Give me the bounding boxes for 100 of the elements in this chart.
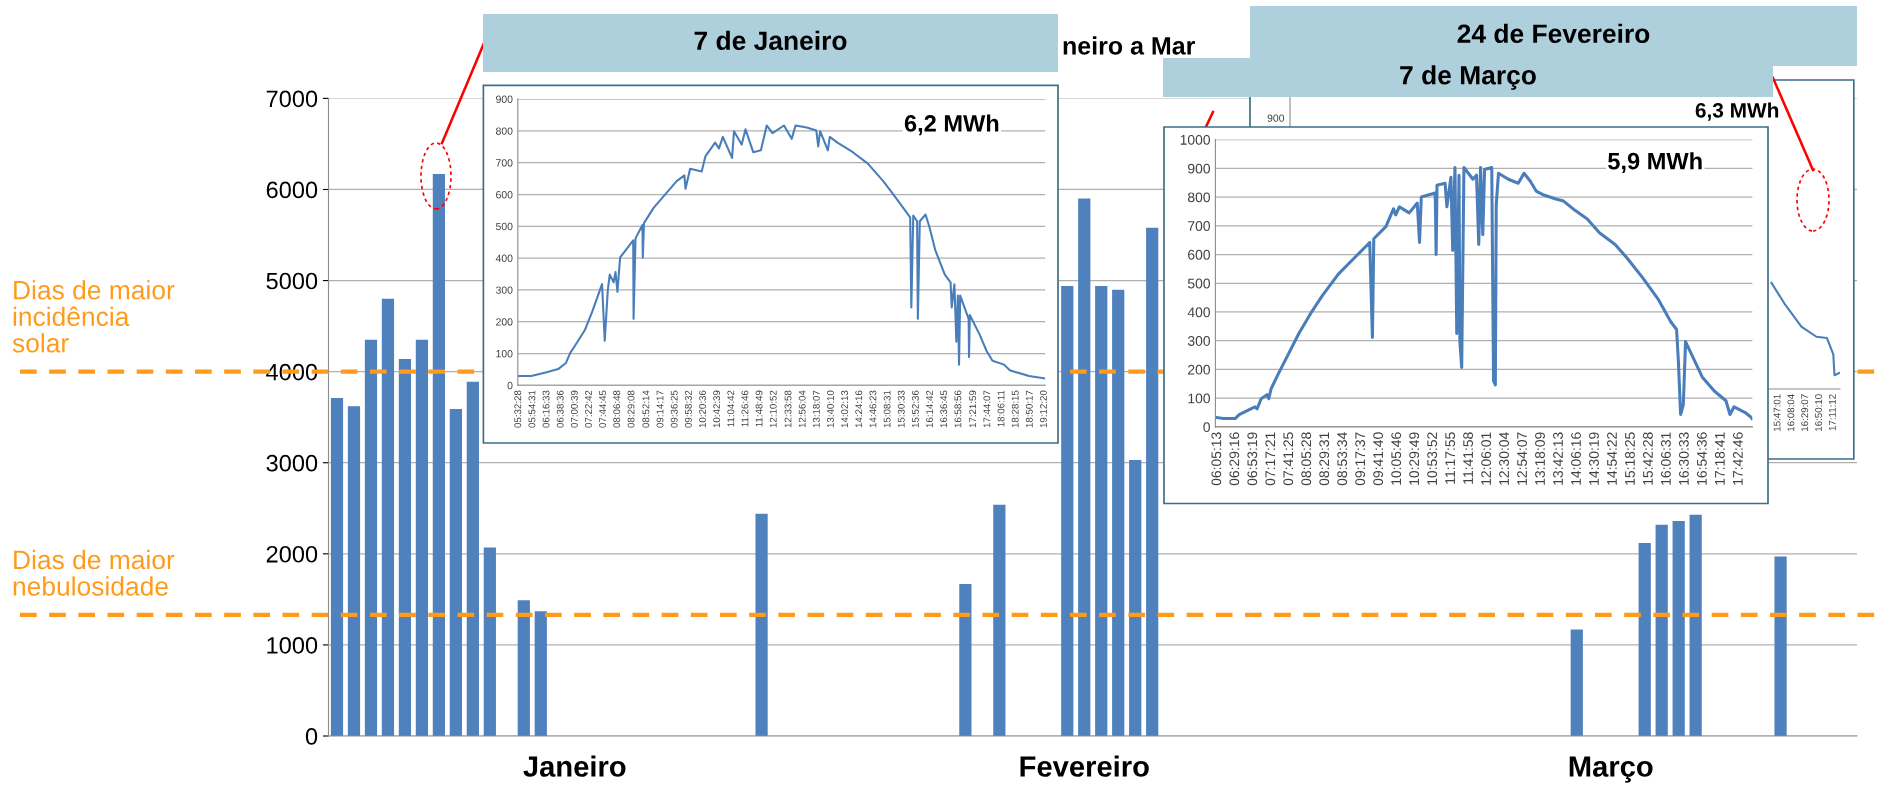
x-tick-label: 12:30:04	[1499, 432, 1509, 485]
x-tick-label: 06:38:36	[556, 390, 564, 428]
x-tick-label: 18:50:17	[1025, 390, 1033, 428]
x-tick-label: 06:16:33	[542, 390, 550, 428]
y-tick-label: 500	[1187, 278, 1210, 289]
x-tick-label: 07:00:39	[570, 390, 578, 428]
y-tick-label: 300	[1187, 336, 1210, 346]
x-tick-label: 10:20:36	[699, 390, 706, 428]
x-tick-label: 11:26:46	[741, 390, 749, 427]
bar	[1672, 521, 1685, 736]
y-tick-label: 100	[496, 350, 513, 358]
x-tick-label: 17:42:46	[1732, 432, 1743, 485]
y-tick-label: 100	[1188, 393, 1210, 404]
y-tick-label: 7000	[266, 90, 318, 108]
bar	[1112, 289, 1125, 736]
bar	[330, 398, 344, 736]
y-tick-label: 400	[1187, 307, 1210, 318]
bar	[959, 583, 972, 736]
bar	[381, 298, 395, 736]
x-tick-label: 16:30:33	[1678, 432, 1689, 485]
x-tick-label: 13:42:13	[1553, 432, 1563, 485]
x-tick-label: 05:54:31	[528, 390, 536, 428]
bar	[483, 547, 496, 736]
bar	[1146, 227, 1159, 736]
chart-title: neiro a Mar	[1063, 36, 1195, 55]
x-tick-label: 14:02:13	[841, 390, 849, 428]
x-tick-label: 16:50:10	[1815, 394, 1822, 431]
x-tick-label: 17:11:12	[1828, 394, 1836, 431]
x-tick-label: 10:53:52	[1427, 432, 1438, 485]
x-tick-label: 12:06:01	[1481, 432, 1492, 485]
bar	[1638, 542, 1651, 736]
y-tick-label: 700	[496, 159, 513, 167]
x-tick-label: 14:54:22	[1607, 432, 1617, 485]
y-tick-label: 2000	[266, 545, 318, 563]
bar	[517, 600, 530, 736]
x-tick-label: 15:42:28	[1643, 432, 1653, 485]
y-tick-label: 600	[1188, 249, 1210, 260]
x-tick-label: 17:44:07	[983, 390, 991, 428]
x-tick-label: 08:53:34	[1337, 432, 1348, 486]
bar	[347, 406, 361, 736]
x-tick-label: 12:54:07	[1517, 432, 1527, 485]
x-tick-label: Março	[1569, 756, 1653, 783]
bar	[1774, 556, 1787, 736]
x-tick-label: 19:12:20	[1039, 390, 1047, 428]
chart-title: 7 de Março	[1400, 65, 1536, 90]
x-tick-label: 11:48:49	[755, 390, 763, 427]
x-tick-label: 12:33:58	[784, 390, 792, 428]
x-tick-label: 16:29:07	[1801, 394, 1809, 431]
bar	[1655, 524, 1668, 736]
bar	[364, 339, 378, 736]
chart-title: 24 de Fevereiro	[1457, 23, 1650, 44]
annotation: 900	[1267, 114, 1285, 122]
x-tick-label: 07:17:21	[1265, 432, 1276, 486]
bar	[1061, 286, 1074, 736]
x-tick-label: 18:28:15	[1011, 390, 1019, 428]
x-tick-label: 14:24:16	[855, 390, 863, 428]
x-tick-label: 08:29:08	[627, 390, 635, 428]
x-tick-label: 08:52:14	[642, 390, 650, 428]
x-tick-label: 06:29:16	[1229, 432, 1240, 486]
x-tick-label: 10:42:39	[713, 390, 721, 428]
x-tick-label: 13:40:10	[827, 390, 834, 428]
y-tick-label: 5000	[266, 272, 318, 290]
x-tick-label: 07:22:42	[585, 390, 592, 428]
bar	[398, 358, 412, 736]
x-tick-label: 16:54:36	[1696, 432, 1707, 485]
x-tick-label: 14:06:16	[1571, 432, 1581, 485]
x-tick-label: 14:46:23	[869, 390, 877, 428]
x-tick-label: 13:18:07	[812, 390, 820, 428]
x-tick-label: 08:06:48	[613, 390, 621, 428]
x-tick-label: 07:41:25	[1283, 432, 1294, 486]
bar	[534, 611, 547, 736]
y-tick-label: 6000	[266, 181, 318, 199]
x-tick-label: 10:29:49	[1409, 432, 1420, 485]
y-tick-label: 300	[495, 286, 513, 294]
x-tick-label: 15:30:33	[897, 390, 905, 428]
x-tick-label: 11:04:42	[727, 390, 735, 427]
ref-line-label: Dias de maior incidência solar	[12, 280, 175, 353]
x-tick-label: 17:21:59	[969, 390, 977, 428]
bar	[466, 381, 479, 736]
x-tick-label: 09:36:25	[670, 390, 678, 428]
bar	[432, 174, 446, 736]
y-tick-label: 600	[496, 191, 513, 199]
x-tick-label: 11:41:58	[1463, 432, 1474, 484]
x-tick-label: 08:05:28	[1301, 432, 1312, 486]
x-tick-label: 10:05:46	[1391, 432, 1402, 485]
x-tick-label: 07:44:45	[599, 390, 607, 428]
y-tick-label: 0	[1203, 422, 1210, 433]
x-tick-label: 06:05:13	[1211, 432, 1222, 486]
x-tick-label: 15:08:31	[883, 390, 891, 428]
y-tick-label: 500	[495, 222, 513, 231]
x-tick-label: 12:10:52	[769, 390, 777, 428]
x-tick-label: 09:41:40	[1373, 432, 1384, 486]
y-tick-label: 200	[1188, 364, 1210, 375]
x-tick-label: Janeiro	[523, 755, 626, 777]
bar	[449, 409, 462, 736]
bar	[755, 513, 768, 736]
annotation: 6,3 MWh	[1695, 102, 1779, 121]
x-tick-label: 13:18:09	[1535, 432, 1545, 485]
x-tick-label: 09:17:37	[1355, 432, 1366, 486]
x-tick-label: Fevereiro	[1020, 755, 1149, 777]
